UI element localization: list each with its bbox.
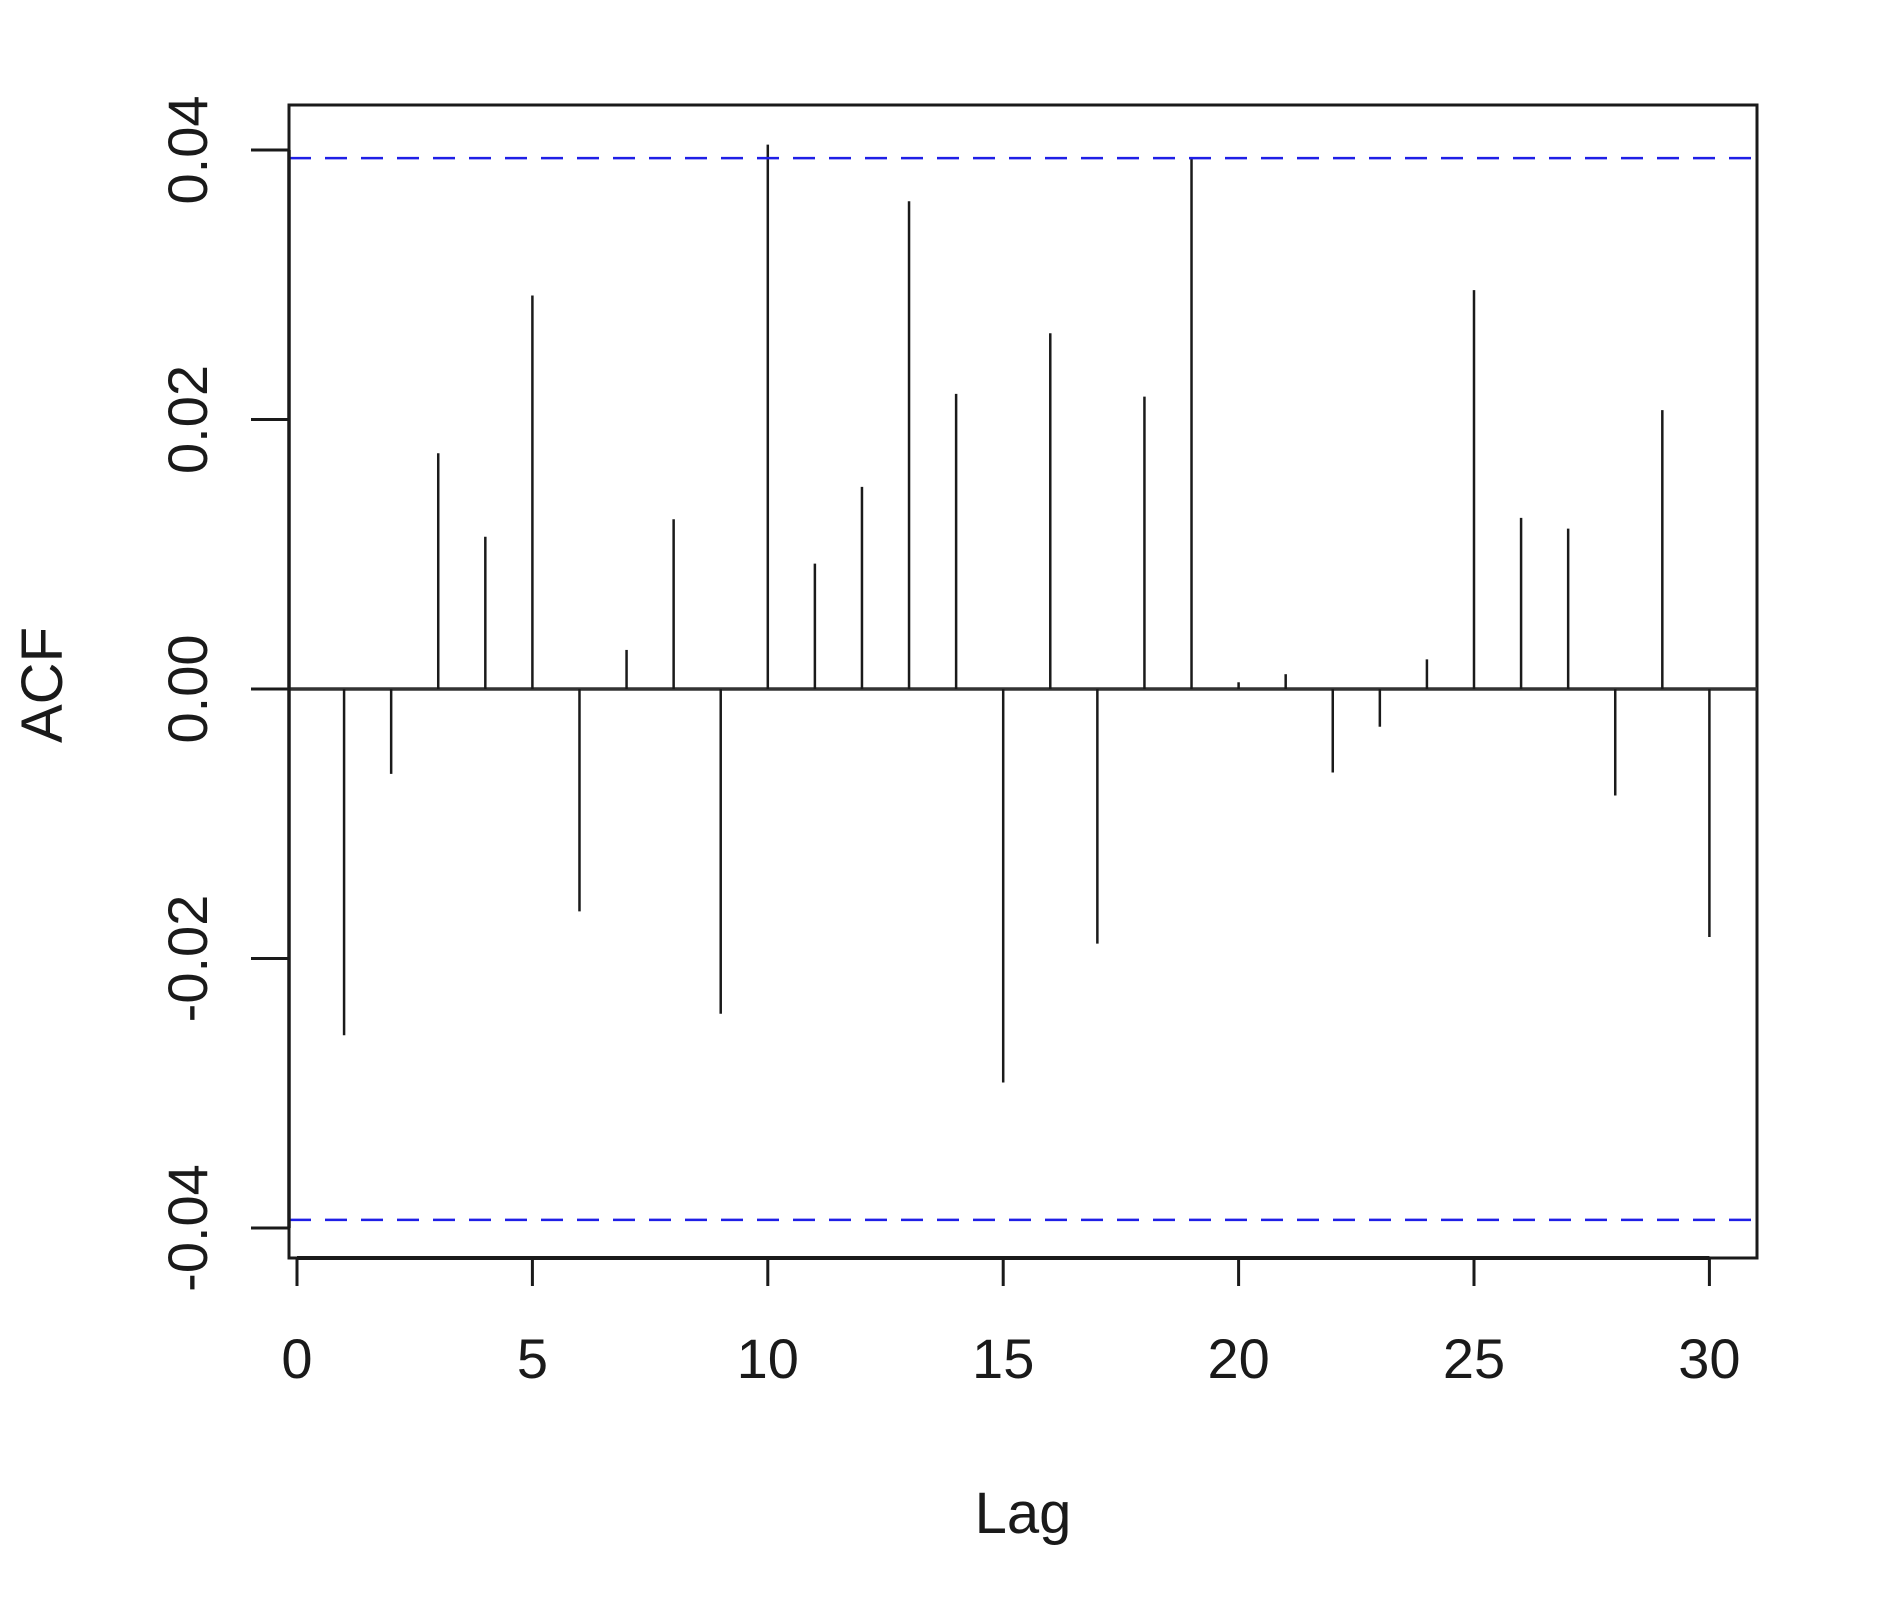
acf-bars — [289, 144, 1757, 1083]
x-tick-label-30: 30 — [1678, 1327, 1740, 1390]
y-tick-label--0.02: -0.02 — [156, 895, 219, 1023]
y-axis: -0.04 -0.02 0.00 0.02 0.04 — [156, 96, 291, 1292]
y-tick-label--0.04: -0.04 — [156, 1164, 219, 1292]
x-tick-label-5: 5 — [517, 1327, 548, 1390]
x-tick-label-20: 20 — [1207, 1327, 1269, 1390]
confidence-bounds — [289, 156, 1757, 1222]
x-tick-label-0: 0 — [281, 1327, 312, 1390]
y-tick-label-0.02: 0.02 — [156, 365, 219, 474]
y-tick-label-0.00: 0.00 — [156, 635, 219, 744]
x-tick-label-10: 10 — [737, 1327, 799, 1390]
x-axis-title: Lag — [975, 1481, 1072, 1546]
x-tick-label-15: 15 — [972, 1327, 1034, 1390]
x-axis: 0 5 10 15 20 25 30 — [281, 1256, 1741, 1390]
x-tick-label-25: 25 — [1443, 1327, 1505, 1390]
y-axis-title: ACF — [10, 627, 75, 743]
y-tick-label-0.04: 0.04 — [156, 96, 219, 205]
plot-frame — [287, 103, 1759, 1260]
